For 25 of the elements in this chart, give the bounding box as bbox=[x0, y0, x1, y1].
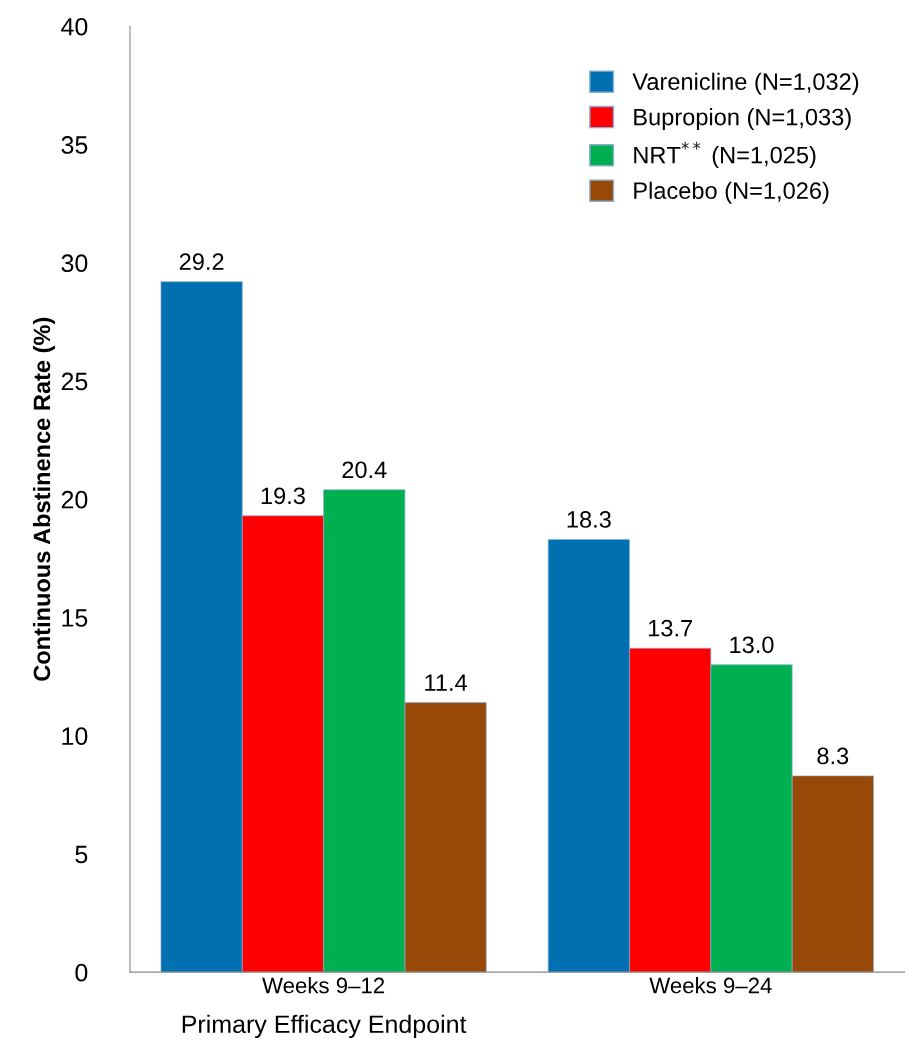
data-label: 29.2 bbox=[179, 253, 224, 271]
y-tick-label: 15 bbox=[62, 609, 88, 627]
legend-label: Varenicline (N=1,032) bbox=[632, 72, 859, 95]
data-label: 20.4 bbox=[342, 461, 387, 479]
y-tick-label: 40 bbox=[61, 17, 88, 36]
legend-label: NRT$^{**}$ (N=1,025) bbox=[634, 141, 816, 169]
y-tick-label: 35 bbox=[61, 136, 88, 154]
data-label: 8.3 bbox=[817, 747, 849, 765]
data-label: 13.7 bbox=[649, 619, 692, 637]
y-tick-label: 0 bbox=[75, 963, 88, 982]
legend-label: Placebo (N=1,026) bbox=[634, 181, 829, 204]
y-axis-title: Continuous Abstinence Rate (%) bbox=[32, 317, 55, 681]
y-tick-label: 25 bbox=[61, 372, 88, 391]
data-label: 19.3 bbox=[261, 487, 305, 505]
x-tick-label: Weeks 9–24 bbox=[649, 977, 772, 994]
legend-label: Bupropion (N=1,033) bbox=[634, 108, 851, 131]
y-tick-label: 30 bbox=[61, 254, 88, 273]
y-tick-label: 5 bbox=[75, 845, 88, 864]
data-label: 18.3 bbox=[567, 511, 611, 528]
x-tick-label: Weeks 9–12 bbox=[262, 977, 385, 994]
data-label: 13.0 bbox=[730, 636, 774, 654]
text: Primary Efficacy Endpoint bbox=[182, 1014, 467, 1039]
y-tick-label: 20 bbox=[61, 490, 88, 509]
data-label: 11.4 bbox=[425, 674, 467, 691]
y-tick-label: 10 bbox=[62, 727, 88, 745]
